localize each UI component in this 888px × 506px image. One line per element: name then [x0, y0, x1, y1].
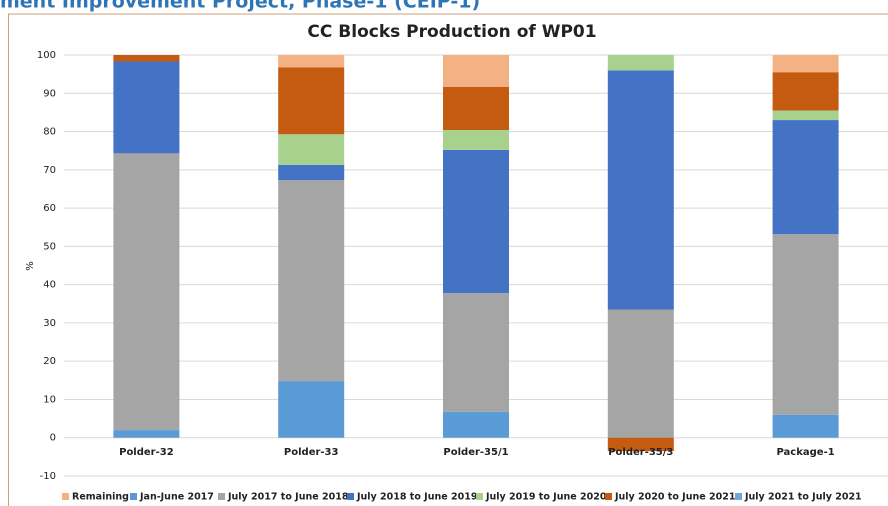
chart-title: CC Blocks Production of WP01 — [307, 22, 596, 42]
y-tick-label: 20 — [43, 356, 56, 367]
legend-label: July 2017 to June 2018 — [227, 492, 349, 503]
bar-segment — [443, 86, 509, 131]
bar-segment — [113, 55, 180, 62]
y-tick-label: 10 — [43, 394, 56, 405]
x-tick-label: Polder-35/3 — [608, 447, 673, 458]
bar-segment — [278, 67, 345, 135]
legend-swatch — [218, 493, 225, 500]
bar-segment — [278, 55, 345, 68]
legend-label: July 2019 to June 2020 — [485, 492, 607, 503]
bar-segment — [113, 61, 180, 154]
legend-label: July 2021 to July 2021 — [744, 492, 862, 503]
y-tick-label: 0 — [50, 433, 56, 444]
bar-segment — [278, 381, 345, 438]
y-tick-label: -10 — [40, 471, 56, 482]
y-tick-label: 70 — [43, 165, 56, 176]
legend-swatch — [605, 493, 612, 500]
legend-swatch — [476, 493, 483, 500]
y-tick-label: 60 — [43, 203, 56, 214]
legend-swatch — [62, 493, 69, 500]
legend-label: Remaining — [72, 492, 129, 503]
legend-swatch — [347, 493, 354, 500]
bar-segment — [278, 180, 345, 382]
legend-label: July 2020 to June 2021 — [614, 492, 735, 503]
bar-segment — [443, 55, 509, 87]
bar-segment — [443, 130, 509, 150]
y-tick-label: 90 — [43, 88, 56, 99]
x-tick-label: Polder-33 — [284, 447, 339, 458]
y-tick-label: 100 — [37, 50, 56, 61]
bar-segment — [772, 55, 839, 73]
legend-label: July 2018 to June 2019 — [356, 492, 477, 503]
x-tick-label: Polder-35/1 — [443, 447, 508, 458]
x-tick-label: Polder-32 — [119, 447, 174, 458]
bar-segment — [607, 309, 674, 438]
bar-segment — [607, 70, 674, 310]
page-header: ment Improvement Project, Phase-1 (CEIP-… — [0, 0, 480, 13]
bar-segment — [772, 234, 839, 415]
bar-segment — [278, 164, 345, 181]
y-tick-label: 40 — [43, 280, 56, 291]
y-axis-label: % — [25, 261, 36, 271]
legend-swatch — [735, 493, 742, 500]
bar-segment — [278, 134, 345, 165]
y-tick-label: 30 — [43, 318, 56, 329]
legend-label: Jan-June 2017 — [139, 492, 214, 503]
bar-segment — [772, 414, 839, 438]
bar-segment — [772, 72, 839, 111]
bar-segment — [443, 293, 509, 412]
bar-segment — [443, 149, 509, 294]
bar-segment — [443, 411, 509, 438]
y-tick-label: 50 — [43, 241, 56, 252]
bar-segment — [772, 110, 839, 121]
bar-segment — [113, 430, 180, 438]
bar-segment — [772, 120, 839, 235]
bar-segment — [607, 437, 674, 452]
bar-segment — [113, 153, 180, 431]
x-tick-label: Package-1 — [777, 447, 835, 458]
legend-swatch — [130, 493, 137, 500]
y-tick-label: 80 — [43, 127, 56, 138]
bar-segment — [607, 55, 674, 71]
